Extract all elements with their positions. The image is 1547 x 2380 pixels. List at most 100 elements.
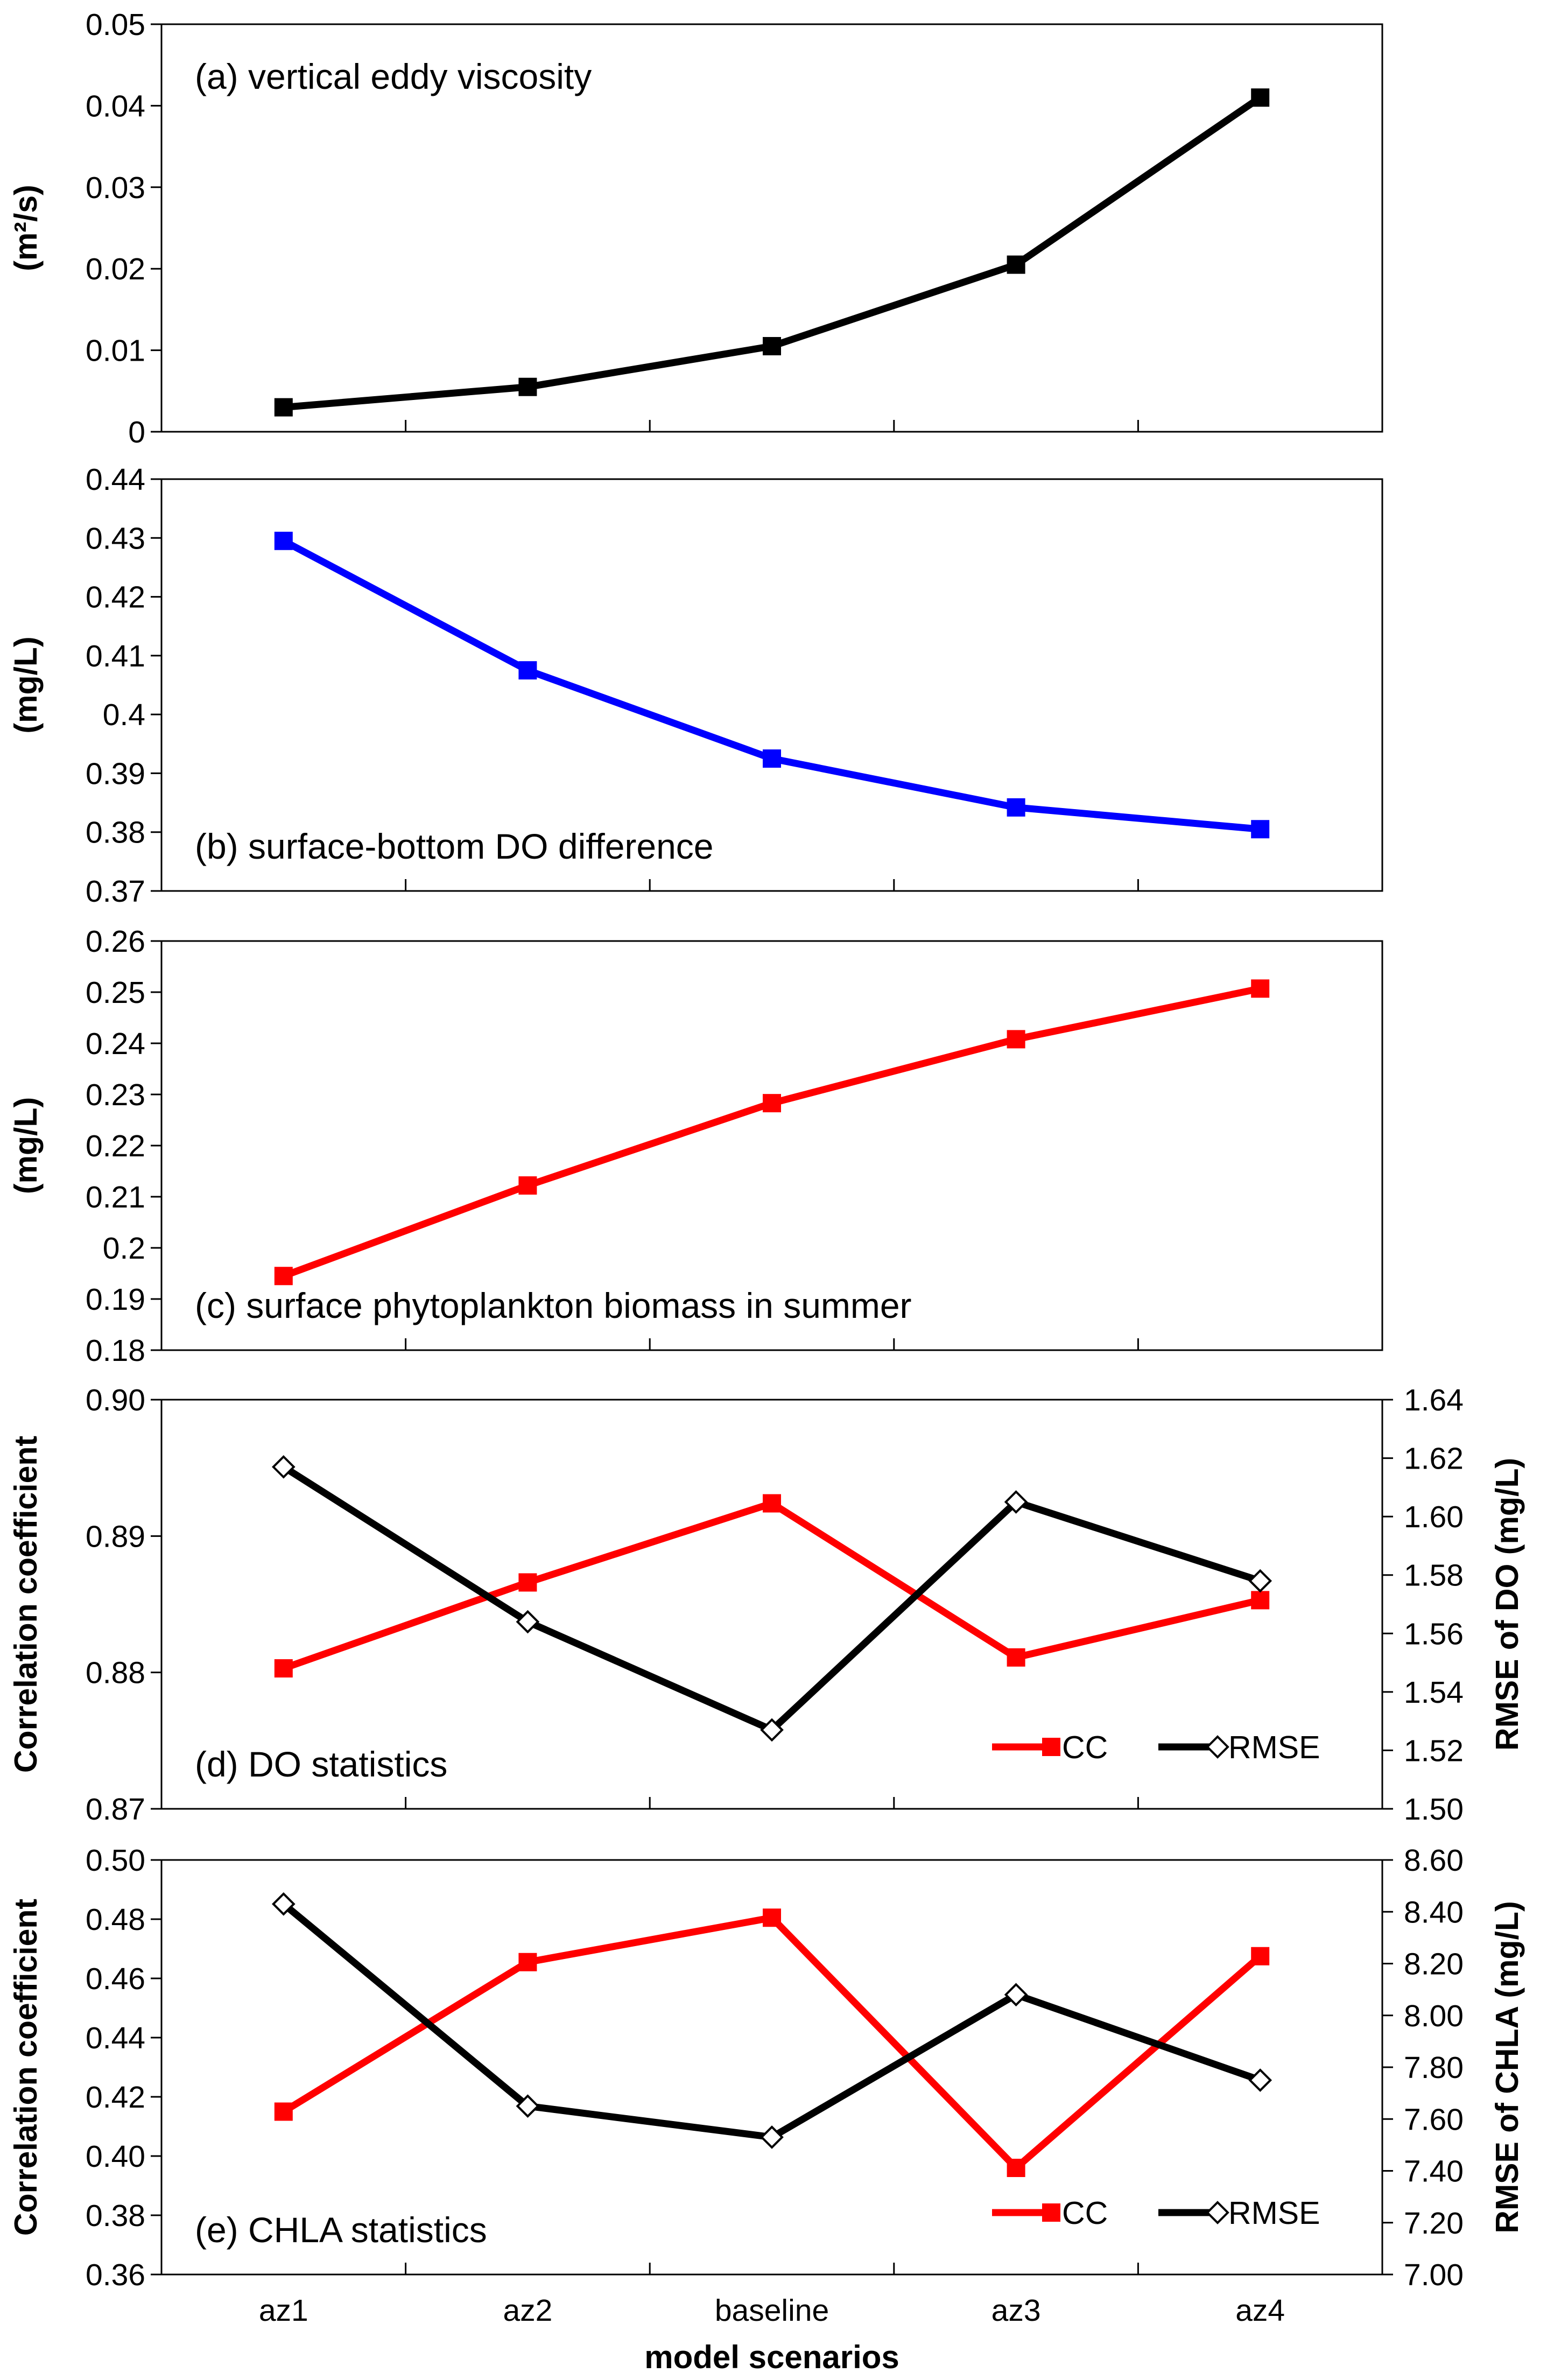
data-point — [516, 1610, 540, 1634]
y-tick-label: 0.88 — [86, 1656, 145, 1690]
series-rmse — [271, 1892, 1272, 2149]
panel-d: 0.87 0.88 0.89 0.90 Correlation coefficient 1… — [8, 1383, 1525, 1827]
data-point — [1251, 979, 1270, 998]
data-point — [1248, 2068, 1272, 2092]
y-tick-label: 0.37 — [86, 874, 145, 909]
data-point — [274, 398, 293, 417]
data-point — [1251, 820, 1270, 839]
panel-title: (e) CHLA statistics — [195, 2210, 487, 2250]
legend: CC RMSE — [992, 2195, 1320, 2231]
y2-tick-label: 1.56 — [1404, 1617, 1464, 1651]
y2-tick-label: 7.20 — [1404, 2206, 1464, 2241]
data-point — [518, 1176, 537, 1195]
y-tick-label: 0.44 — [86, 2021, 145, 2055]
series-line — [282, 1500, 1261, 1672]
y2-tick-label: 1.52 — [1404, 1733, 1464, 1768]
y-tick-label: 0.03 — [86, 171, 145, 205]
y-axis-label: (mg/L) — [8, 1097, 44, 1194]
legend-label: RMSE — [1228, 1730, 1320, 1765]
data-point — [763, 1094, 781, 1113]
y-tick-label: 0.24 — [86, 1027, 145, 1061]
data-point — [274, 1267, 293, 1286]
y-tick-label: 0.50 — [86, 1843, 145, 1878]
y-tick-label: 0.2 — [103, 1231, 145, 1266]
y2-tick-label: 8.20 — [1404, 1947, 1464, 1982]
data-point — [518, 1953, 537, 1971]
panel-b: 0.37 0.38 0.39 0.4 0.41 0.42 0.43 0.44 (mg/L) (b)… — [8, 462, 1383, 909]
data-point — [1007, 255, 1025, 274]
y2-tick-label: 1.58 — [1404, 1558, 1464, 1593]
y-tick-label: 0.89 — [86, 1519, 145, 1554]
legend-marker — [1042, 1738, 1060, 1756]
series-cc — [274, 1494, 1270, 1678]
y-tick-label: 0.87 — [86, 1792, 145, 1827]
series-line — [274, 88, 1270, 417]
data-point — [274, 2102, 293, 2121]
legend-marker — [1042, 2203, 1060, 2222]
y-tick-label: 0.04 — [86, 89, 145, 123]
y2-tick-label: 8.40 — [1404, 1895, 1464, 1929]
data-point — [1007, 2159, 1025, 2177]
data-point — [1007, 1030, 1025, 1049]
y-tick-label: 0.05 — [86, 8, 145, 42]
plot-frame — [160, 23, 1383, 433]
panel-title: (d) DO statistics — [195, 1744, 447, 1784]
data-point — [760, 2125, 784, 2149]
legend-marker — [1206, 2201, 1229, 2224]
y-tick-label: 0.44 — [86, 462, 145, 497]
panel-a: 0 0.01 0.02 0.03 0.04 0.05 (m²/s) (a) vertical … — [8, 8, 1383, 450]
data-point — [271, 1455, 296, 1479]
y-tick-label: 0.39 — [86, 756, 145, 791]
data-point — [1251, 1947, 1270, 1965]
y2-tick-label: 1.64 — [1404, 1383, 1464, 1417]
y-tick-label: 0 — [128, 415, 145, 450]
y-axis-label: (m²/s) — [8, 185, 44, 271]
panel-title: (a) vertical eddy viscosity — [195, 57, 592, 96]
data-point — [274, 1659, 293, 1678]
y-tick-label: 0.38 — [86, 2199, 145, 2233]
data-point — [518, 377, 537, 396]
y2-axis-label: RMSE of DO (mg/L) — [1489, 1458, 1525, 1751]
x-tick-label: az3 — [992, 2293, 1041, 2328]
y2-tick-label: 7.00 — [1404, 2258, 1464, 2292]
data-point — [763, 337, 781, 356]
data-point — [1004, 1490, 1028, 1514]
data-point — [1251, 1591, 1270, 1610]
y2-tick-label: 7.40 — [1404, 2154, 1464, 2189]
data-point — [763, 1908, 781, 1927]
y2-tick-label: 8.60 — [1404, 1843, 1464, 1878]
y-tick-label: 0.42 — [86, 2080, 145, 2115]
y-tick-label: 0.90 — [86, 1383, 145, 1417]
y-tick-label: 0.22 — [86, 1129, 145, 1163]
series-cc — [274, 1908, 1270, 2177]
data-point — [274, 531, 293, 550]
panel-title: (b) surface-bottom DO difference — [195, 826, 714, 866]
y-tick-label: 0.48 — [86, 1902, 145, 1937]
x-tick-label: baseline — [715, 2293, 829, 2328]
data-point — [1004, 1983, 1028, 2007]
y-tick-label: 0.38 — [86, 816, 145, 850]
series-rmse — [271, 1455, 1272, 1742]
y-tick-label: 0.43 — [86, 521, 145, 556]
legend-marker — [1206, 1735, 1229, 1759]
y2-tick-label: 1.60 — [1404, 1500, 1464, 1534]
y-tick-label: 0.23 — [86, 1078, 145, 1112]
y2-tick-label: 7.60 — [1404, 2102, 1464, 2137]
x-tick-label: az4 — [1235, 2293, 1285, 2328]
y2-tick-label: 7.80 — [1404, 2051, 1464, 2085]
data-point — [1007, 1648, 1025, 1667]
data-point — [1007, 798, 1025, 817]
plot-frame — [160, 478, 1383, 892]
data-point — [518, 661, 537, 680]
data-point — [763, 749, 781, 768]
legend: CC RMSE — [992, 1730, 1320, 1765]
y-tick-label: 0.19 — [86, 1282, 145, 1317]
y-tick-label: 0.40 — [86, 2139, 145, 2174]
y-tick-label: 0.41 — [86, 639, 145, 673]
y2-tick-label: 1.50 — [1404, 1792, 1464, 1827]
x-axis: az1 az2 baseline az3 az4 model scenarios — [259, 2293, 1285, 2375]
panel-title: (c) surface phytoplankton biomass in sum… — [195, 1286, 912, 1325]
y-tick-label: 0.42 — [86, 580, 145, 615]
y-tick-label: 0.21 — [86, 1180, 145, 1214]
x-tick-label: az2 — [503, 2293, 552, 2328]
